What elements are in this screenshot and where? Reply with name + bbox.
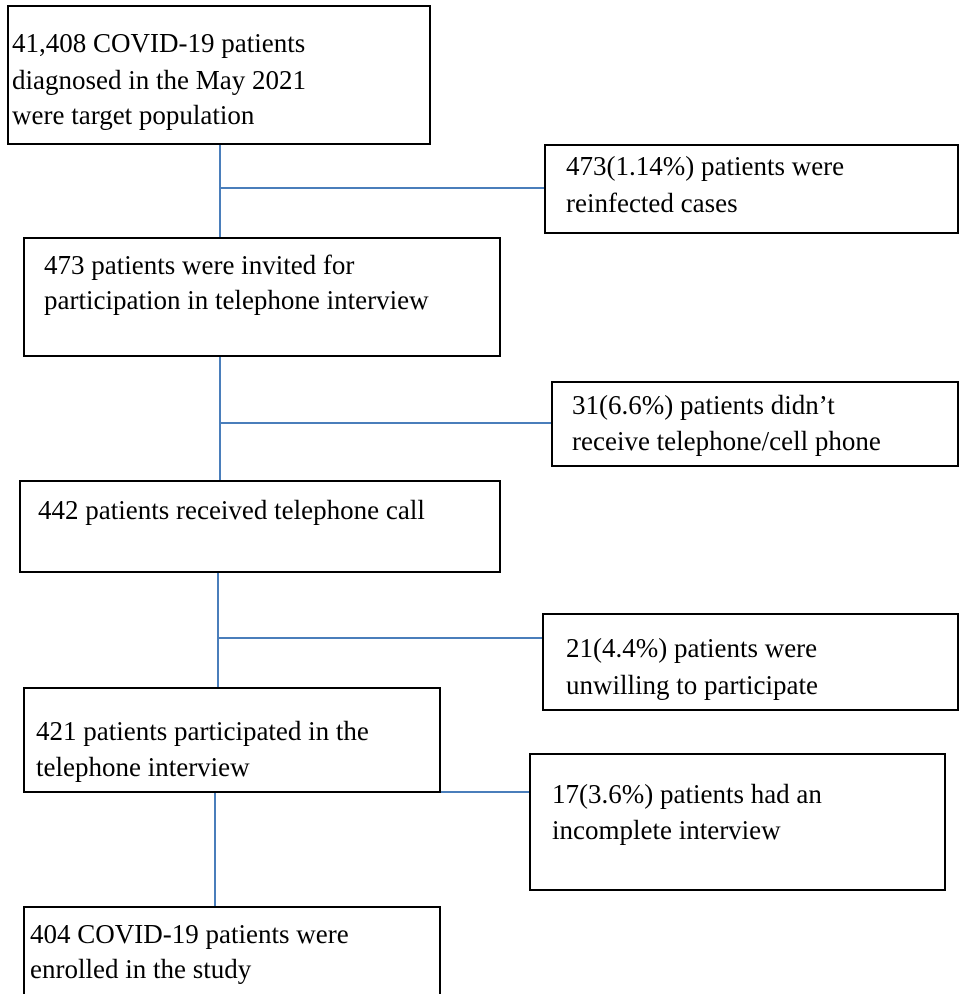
step-box [7, 5, 431, 145]
exclusion-box [551, 381, 959, 467]
exclusion-text: reinfected cases [566, 188, 738, 218]
step-box [23, 906, 441, 994]
exclusion-text: 31(6.6%) patients didn’t [572, 390, 835, 420]
step-text: participation in telephone interview [44, 285, 429, 315]
step-text: 473 patients were invited for [44, 250, 354, 280]
step-text: 442 patients received telephone call [38, 495, 425, 525]
step-box [23, 237, 501, 357]
exclusion-box [529, 753, 946, 891]
exclusion-text: receive telephone/cell phone [572, 426, 881, 456]
exclusion-box [544, 144, 959, 234]
step-text: telephone interview [36, 752, 250, 782]
step-text: 421 patients participated in the [36, 716, 369, 746]
step-text: diagnosed in the May 2021 [12, 65, 306, 95]
step-text: were target population [12, 100, 255, 130]
exclusion-text: 21(4.4%) patients were [566, 633, 817, 663]
step-text: 41,408 COVID-19 patients [12, 28, 305, 58]
step-text: enrolled in the study [30, 954, 252, 984]
exclusion-text: 473(1.14%) patients were [566, 151, 844, 181]
exclusion-box [542, 613, 959, 711]
exclusion-text: incomplete interview [552, 815, 781, 845]
step-text: 404 COVID-19 patients were [30, 919, 349, 949]
exclusion-text: 17(3.6%) patients had an [552, 779, 822, 809]
exclusion-text: unwilling to participate [566, 670, 818, 700]
step-box [23, 687, 441, 793]
step-box [19, 480, 501, 573]
